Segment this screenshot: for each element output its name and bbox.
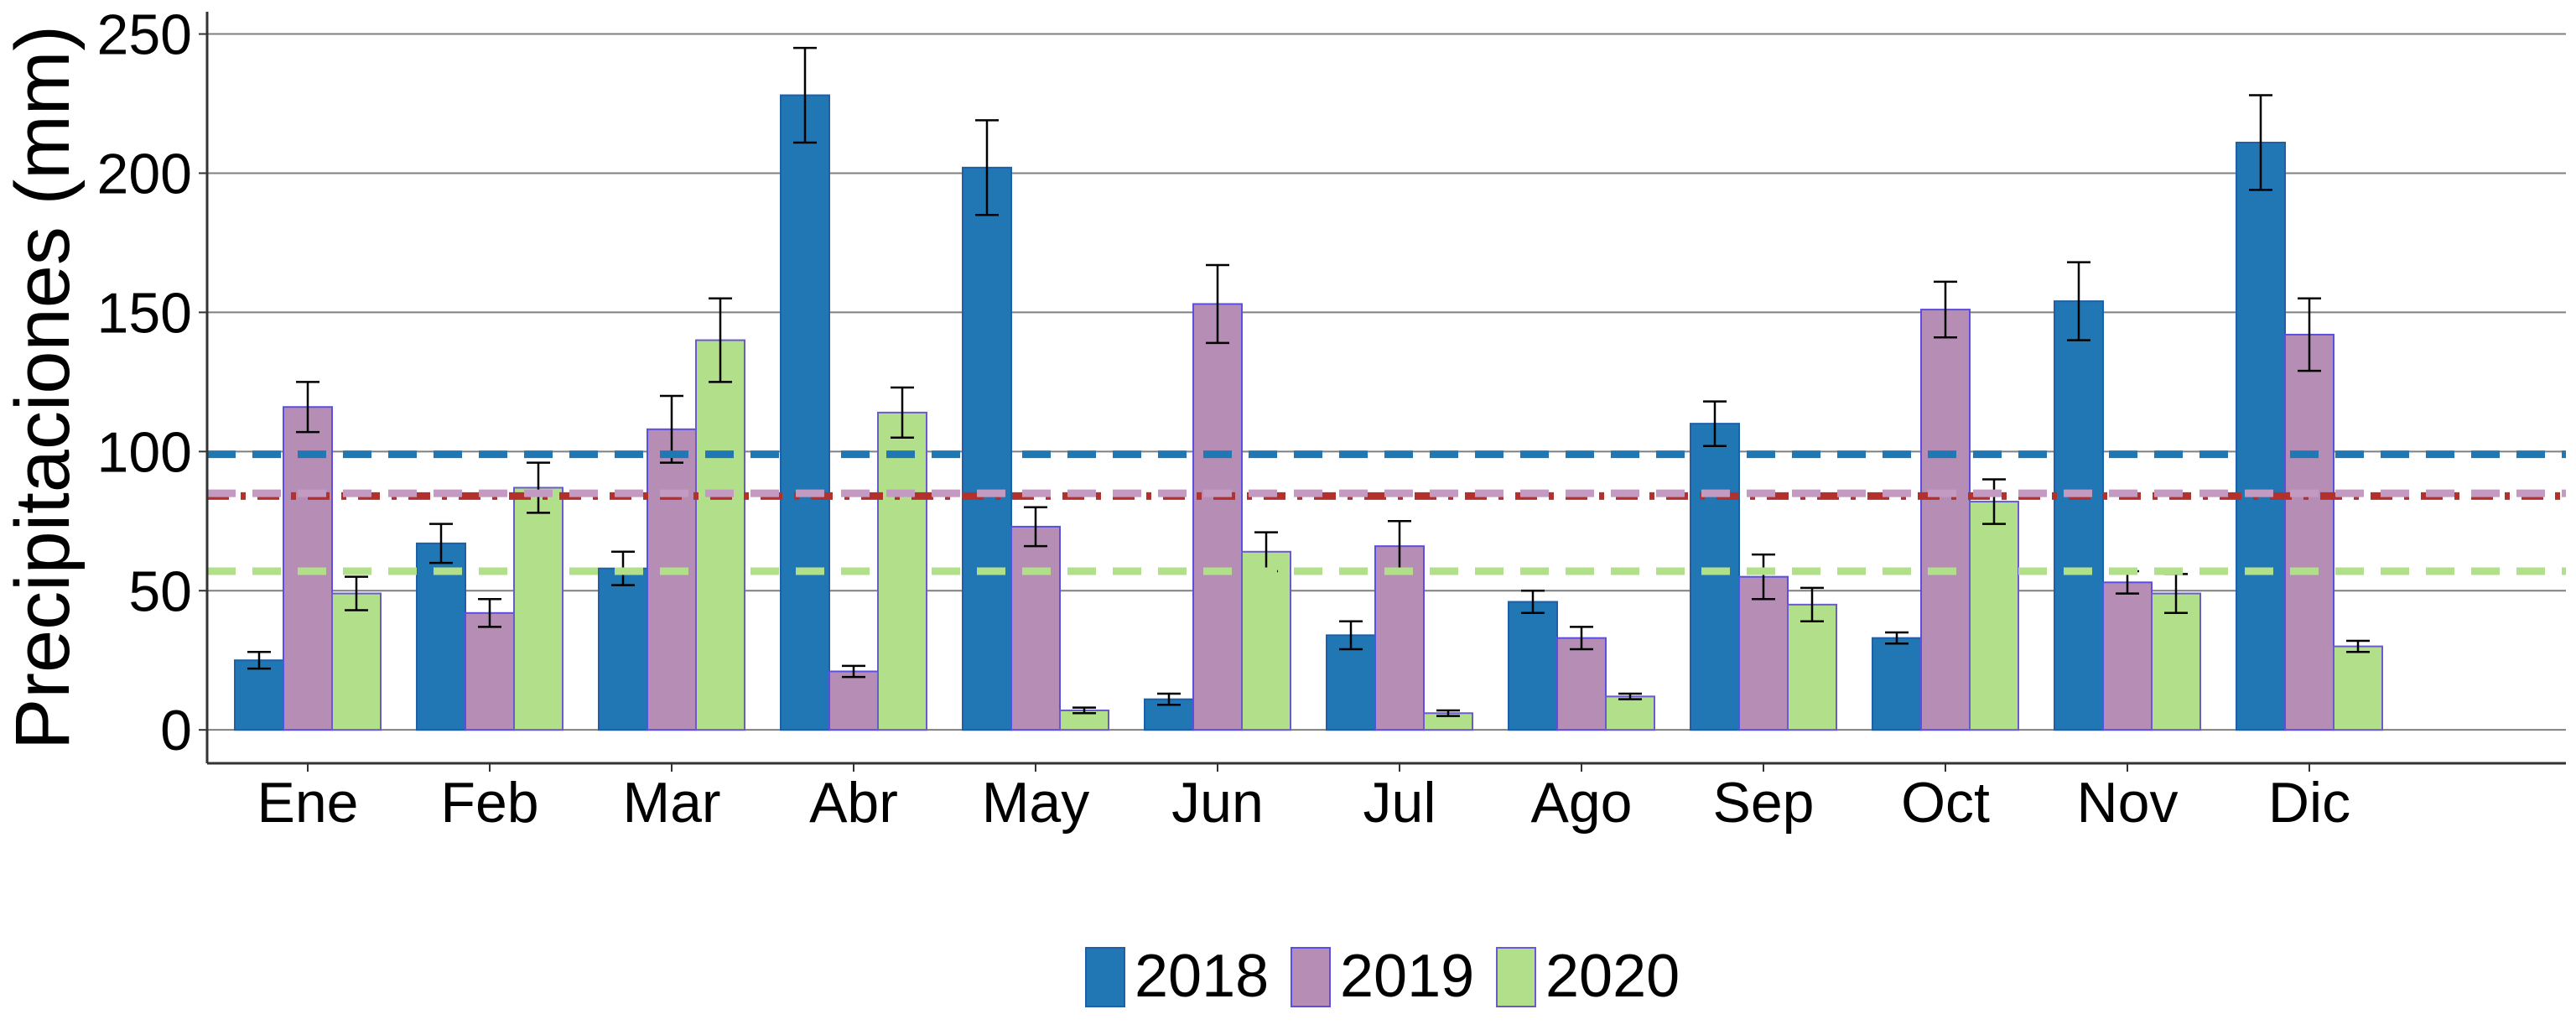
x-tick-label-Mar: Mar xyxy=(622,771,720,835)
bar-2020-Oct xyxy=(1969,501,2019,731)
legend-swatch-2020 xyxy=(1496,947,1536,1007)
x-tick-label-Ene: Ene xyxy=(257,771,359,835)
error-bar-2019-Oct xyxy=(1934,280,1957,339)
error-bar-2018-May xyxy=(975,119,999,216)
error-bar-2020-Ene xyxy=(345,575,368,611)
legend: 2018 2019 2020 xyxy=(1085,943,1680,1010)
bar-2019-May xyxy=(1010,525,1061,731)
x-tick-label-Abr: Abr xyxy=(809,771,898,835)
error-bar-2018-Oct xyxy=(1885,631,1909,645)
error-bar-2020-Oct xyxy=(1982,478,2006,525)
bar-2019-Sep xyxy=(1738,575,1789,731)
error-bar-2018-Nov xyxy=(2067,261,2090,341)
bar-2018-May xyxy=(962,166,1012,731)
bar-2020-Dic xyxy=(2333,645,2383,731)
bar-2020-Jun xyxy=(1241,550,1291,731)
y-tick-labels: 0 50 100 150 200 250 xyxy=(97,3,192,763)
legend-label-2018: 2018 xyxy=(1135,943,1269,1010)
bar-2019-Mar xyxy=(647,428,697,731)
bar-2018-Sep xyxy=(1690,423,1740,731)
bar-2018-Oct xyxy=(1872,637,1922,731)
x-tick-label-Ago: Ago xyxy=(1531,771,1633,835)
error-bar-2019-May xyxy=(1024,506,1047,548)
reference-lines xyxy=(207,450,2566,575)
x-tick-label-Feb: Feb xyxy=(440,771,538,835)
y-tick-label-150: 150 xyxy=(97,281,192,345)
error-bar-2018-Jun xyxy=(1157,692,1181,706)
x-tick-label-Jun: Jun xyxy=(1171,771,1264,835)
error-bar-2018-Sep xyxy=(1703,400,1727,447)
bar-2020-Mar xyxy=(695,339,745,731)
error-bar-2020-Abr xyxy=(891,386,914,439)
error-bar-2019-Feb xyxy=(478,597,501,628)
legend-label-2019: 2019 xyxy=(1340,943,1474,1010)
error-bar-2020-Jul xyxy=(1436,709,1460,717)
x-tick-label-Jul: Jul xyxy=(1363,771,1436,835)
y-axis-label: Precipitaciones (mm) xyxy=(0,25,86,750)
x-tick-label-Nov: Nov xyxy=(2077,771,2179,835)
bar-2018-Ene xyxy=(234,659,284,731)
x-tick-label-Sep: Sep xyxy=(1713,771,1815,835)
bar-2019-Ago xyxy=(1556,637,1607,731)
bar-2019-Abr xyxy=(828,670,879,731)
error-bar-2020-Feb xyxy=(527,461,550,514)
y-tick-label-250: 250 xyxy=(97,3,192,67)
error-bar-2020-Dic xyxy=(2346,639,2370,653)
error-bar-2020-Sep xyxy=(1800,586,1824,623)
legend-swatch-2019 xyxy=(1291,947,1331,1007)
error-bar-2019-Dic xyxy=(2298,297,2321,372)
axes xyxy=(199,12,2566,772)
legend-swatch-2018 xyxy=(1085,947,1125,1007)
bar-2019-Feb xyxy=(465,611,515,731)
x-tick-labels: Ene Feb Mar Abr May Jun Jul Ago Sep Oct Nov Dic xyxy=(257,771,2351,835)
bar-2020-Ago xyxy=(1605,695,1655,731)
error-bar-2020-May xyxy=(1072,706,1096,715)
y-tick-label-0: 0 xyxy=(160,699,192,762)
bar-2019-Jun xyxy=(1192,303,1243,731)
bar-2018-Mar xyxy=(598,567,648,731)
x-tick-label-Dic: Dic xyxy=(2268,771,2350,835)
error-bar-2019-Jun xyxy=(1206,263,1229,345)
bar-2019-Jul xyxy=(1374,545,1425,731)
bar-2018-Abr xyxy=(780,94,830,731)
error-bar-2018-Abr xyxy=(793,46,817,144)
bar-2020-Sep xyxy=(1787,603,1837,731)
x-tick-label-May: May xyxy=(982,771,1089,835)
x-tick-label-Oct: Oct xyxy=(1901,771,1990,835)
error-bar-2018-Dic xyxy=(2249,94,2272,191)
bar-2018-Nov xyxy=(2054,300,2104,731)
error-bar-2019-Abr xyxy=(842,664,865,679)
y-tick-label-100: 100 xyxy=(97,420,192,484)
error-bar-2018-Jul xyxy=(1339,620,1363,651)
error-bar-2020-Mar xyxy=(709,297,732,383)
y-tick-label-200: 200 xyxy=(97,142,192,205)
bar-2020-Ene xyxy=(331,592,382,731)
legend-label-2020: 2020 xyxy=(1545,943,1680,1010)
error-bar-2018-Ene xyxy=(247,651,271,670)
bars xyxy=(234,46,2383,731)
error-bar-2019-Sep xyxy=(1752,553,1775,601)
bar-2020-Feb xyxy=(513,486,564,731)
bar-2019-Oct xyxy=(1920,309,1971,731)
error-bar-2019-Ago xyxy=(1570,626,1593,651)
error-bar-2019-Ene xyxy=(296,381,319,434)
bar-2018-Dic xyxy=(2236,141,2286,731)
error-bar-2018-Feb xyxy=(429,523,453,564)
bar-2018-Ago xyxy=(1508,601,1558,731)
bar-2019-Dic xyxy=(2284,333,2334,731)
error-bar-2020-Ago xyxy=(1618,692,1642,700)
bar-2019-Nov xyxy=(2102,581,2153,731)
error-bar-2018-Ago xyxy=(1521,590,1545,615)
y-tick-label-50: 50 xyxy=(128,559,192,623)
